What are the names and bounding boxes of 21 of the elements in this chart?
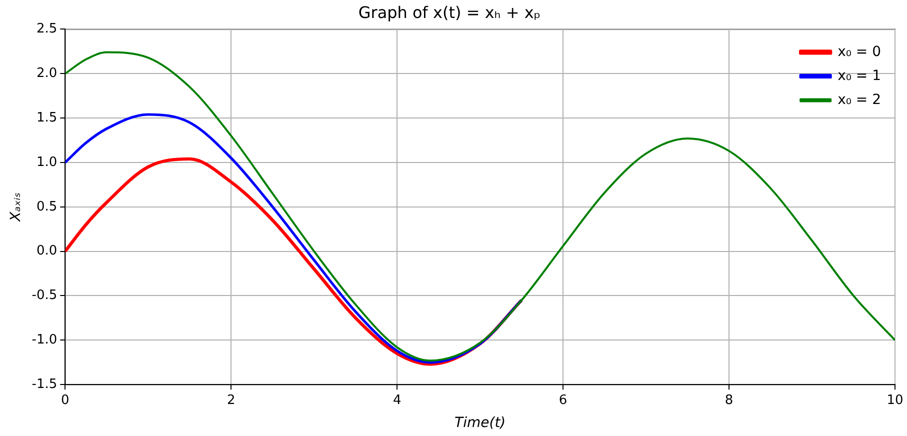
y-tick-label: 1.5 [36, 110, 58, 126]
x-tick-label: 4 [392, 392, 402, 408]
x-tick-label: 8 [724, 392, 734, 408]
y-tick-label: 2.0 [36, 66, 58, 81]
x-tick-label: 0 [61, 392, 70, 408]
y-tick-label: 0.5 [36, 199, 58, 214]
legend-label: x₀ = 1 [838, 68, 881, 84]
y-tick-label: -1.0 [32, 332, 58, 348]
y-tick-label: 1.0 [36, 154, 58, 170]
y-tick-label: 0.0 [36, 244, 58, 259]
y-tick-label: 2.5 [36, 22, 58, 37]
y-axis-title: Xₐₓᵢₛ [8, 192, 24, 222]
chart-title: Graph of x(t) = xₕ + xₚ [358, 2, 541, 22]
x-axis-title: Time(t) [454, 415, 506, 432]
x-tick-label: 6 [558, 392, 568, 408]
y-tick-label: -1.5 [32, 376, 58, 392]
legend-label: x₀ = 0 [838, 44, 881, 60]
y-tick-label: -0.5 [32, 288, 58, 304]
legend-label: x₀ = 2 [838, 92, 881, 108]
x-tick-label: 10 [886, 392, 904, 408]
x-tick-label: 2 [226, 392, 236, 408]
